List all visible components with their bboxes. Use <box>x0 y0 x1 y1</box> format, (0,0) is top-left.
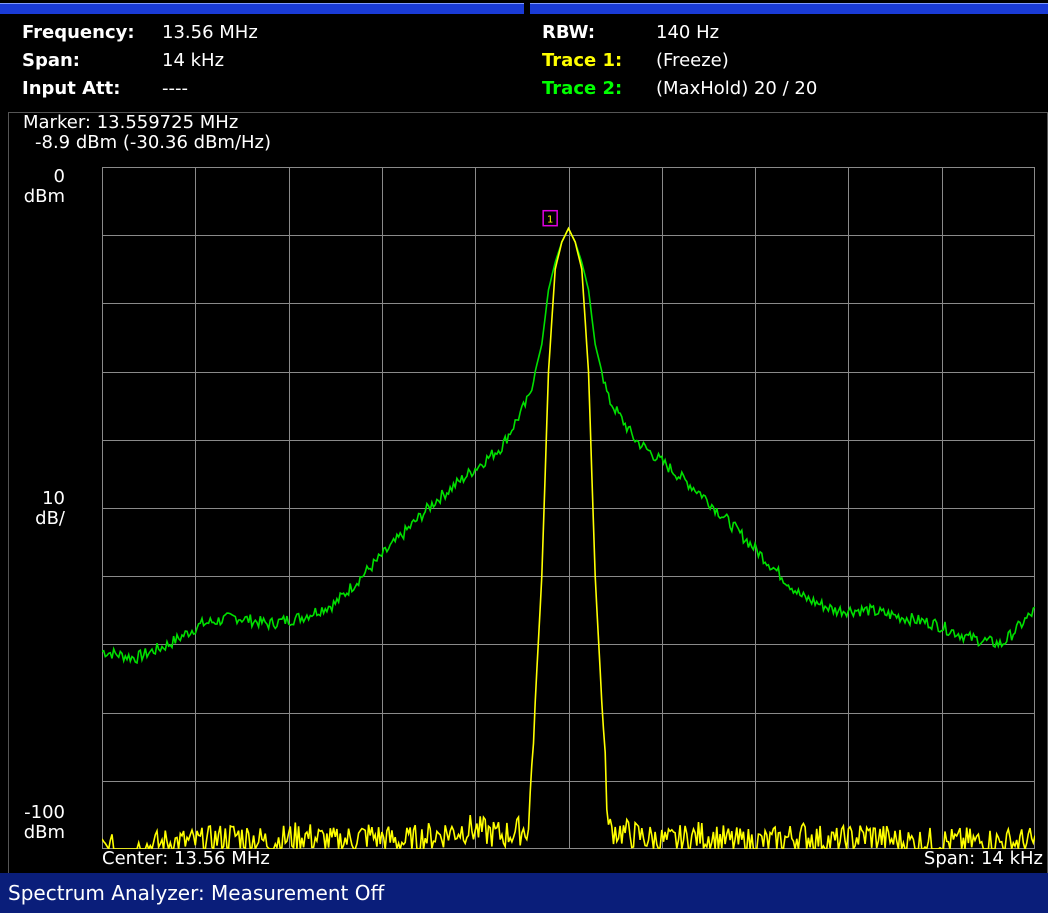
y-scale-value: 10 <box>42 488 65 509</box>
spectrum-plot-panel: Marker: 13.559725 MHz -8.9 dBm (-30.36 d… <box>8 112 1048 874</box>
span-row: Span: 14 kHz <box>22 50 224 72</box>
top-tab-right[interactable] <box>530 3 1048 14</box>
status-bar: Spectrum Analyzer: Measurement Off <box>0 873 1048 913</box>
frequency-value[interactable]: 13.56 MHz <box>162 22 258 43</box>
y-top-value: 0 <box>53 166 65 187</box>
traces <box>102 226 1035 849</box>
trace1-row: Trace 1: (Freeze) <box>542 50 729 72</box>
top-tab-bar <box>0 0 1048 16</box>
trace1-label: Trace 1: <box>542 50 623 71</box>
trace2-value[interactable]: (MaxHold) 20 / 20 <box>656 78 818 99</box>
rbw-value[interactable]: 140 Hz <box>656 22 720 43</box>
marker-group[interactable]: 1 <box>542 209 558 227</box>
input-att-row: Input Att: ---- <box>22 78 188 100</box>
status-text: Spectrum Analyzer: Measurement Off <box>8 881 385 905</box>
marker-frequency: Marker: 13.559725 MHz <box>23 112 239 133</box>
marker-number: 1 <box>547 215 553 226</box>
y-bottom-unit: dBm <box>23 822 65 843</box>
span-label: Span: <box>22 50 81 71</box>
trace1-line <box>102 226 1035 849</box>
marker-readout: Marker: 13.559725 MHz -8.9 dBm (-30.36 d… <box>23 113 271 153</box>
rbw-row: RBW: 140 Hz <box>542 22 719 44</box>
y-top-unit: dBm <box>23 186 65 207</box>
spectrum-graph[interactable]: 1 <box>102 167 1035 849</box>
y-bottom-value: -100 <box>24 802 65 823</box>
marker-box <box>542 209 558 227</box>
settings-header: Frequency: 13.56 MHz Span: 14 kHz Input … <box>0 16 1048 112</box>
y-scale-unit: dB/ <box>35 508 65 529</box>
center-frequency-label: Center: 13.56 MHz <box>102 848 270 869</box>
top-tab-left[interactable] <box>0 3 524 14</box>
frequency-label: Frequency: <box>22 22 135 43</box>
rbw-label: RBW: <box>542 22 596 43</box>
span-label-bottom: Span: 14 kHz <box>923 848 1043 869</box>
trace2-label: Trace 2: <box>542 78 623 99</box>
trace2-row: Trace 2: (MaxHold) 20 / 20 <box>542 78 817 100</box>
trace2-line <box>102 226 1035 665</box>
span-value[interactable]: 14 kHz <box>162 50 225 71</box>
input-att-label: Input Att: <box>22 78 121 99</box>
trace1-value[interactable]: (Freeze) <box>656 50 729 71</box>
marker-level: -8.9 dBm (-30.36 dBm/Hz) <box>35 132 272 153</box>
input-att-value[interactable]: ---- <box>162 78 188 99</box>
graticule <box>102 167 1035 849</box>
frequency-row: Frequency: 13.56 MHz <box>22 22 258 44</box>
